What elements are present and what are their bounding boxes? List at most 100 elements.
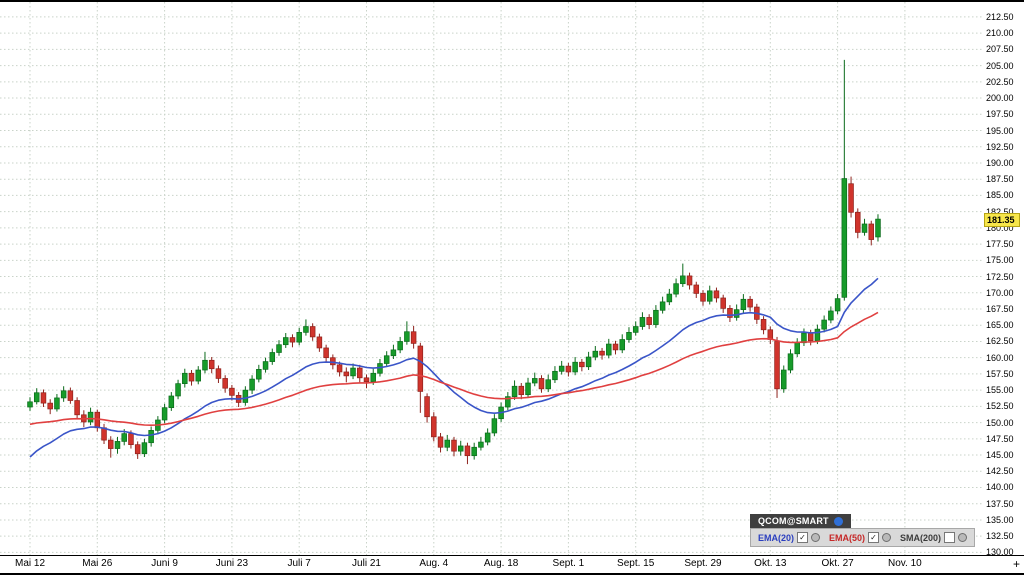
candle-body [491, 418, 498, 434]
indicator-checkbox[interactable]: ✓ [796, 532, 808, 543]
candle-body [713, 290, 720, 299]
candle-body [74, 400, 80, 416]
legend-title-bar[interactable]: QCOM@SMART [749, 514, 851, 528]
candle-body [350, 367, 356, 377]
price-chart-canvas[interactable] [0, 2, 983, 555]
indicator-options-icon[interactable] [881, 533, 891, 542]
legend-item-ema20[interactable]: EMA(20) ✓ [758, 532, 820, 543]
indicator-legend: QCOM@SMART EMA(20) ✓ EMA(50) ✓ SMA(200) [749, 514, 975, 547]
indicator-checkbox[interactable] [944, 532, 955, 543]
y-tick-label: 207.50 [986, 44, 1014, 55]
candle-body [417, 345, 424, 392]
y-tick-label: 152.50 [986, 401, 1014, 412]
candle-body [484, 432, 491, 443]
candle-body [256, 369, 262, 380]
candlesticks [27, 59, 881, 465]
candle-body [585, 356, 592, 368]
candle-body [781, 369, 787, 390]
y-tick-label: 157.50 [986, 368, 1014, 379]
candle-body [141, 442, 148, 455]
candle-body [861, 223, 868, 233]
candle-body [565, 365, 572, 373]
indicator-checkbox[interactable]: ✓ [867, 532, 879, 543]
x-tick-label: Okt. 27 [821, 558, 854, 569]
y-tick-label: 172.50 [986, 271, 1014, 282]
y-tick-label: 130.00 [986, 547, 1014, 558]
candle-body [303, 326, 309, 333]
symbol-label: QCOM@SMART [757, 516, 829, 526]
y-tick-label: 197.50 [986, 109, 1014, 120]
candle-body [101, 427, 107, 441]
candle-body [471, 446, 477, 457]
candle-body [686, 275, 693, 286]
time-axis[interactable]: + Mai 12 Mai 26 Juni 9 Juni 23 Juli 7 Juli 21… [0, 555, 1024, 573]
candle-body [262, 361, 269, 370]
candle-body [451, 439, 457, 452]
candle-body [397, 341, 403, 351]
x-tick-label: Sept. 29 [684, 558, 722, 569]
y-tick-label: 170.00 [986, 287, 1014, 298]
legend-items-row: EMA(20) ✓ EMA(50) ✓ SMA(200) [749, 528, 975, 547]
candle-body [727, 308, 733, 318]
candle-body [336, 364, 343, 373]
candle-body [208, 359, 215, 370]
y-tick-label: 137.50 [986, 498, 1014, 509]
y-tick-label: 155.00 [986, 385, 1014, 396]
legend-item-ema50[interactable]: EMA(50) ✓ [829, 532, 891, 543]
candle-body [357, 367, 363, 379]
candle-body [807, 332, 814, 342]
legend-item-sma200[interactable]: SMA(200) [900, 532, 967, 543]
candle-body [814, 328, 821, 342]
candle-body [706, 290, 713, 302]
y-tick-label: 147.50 [986, 433, 1014, 444]
last-price-badge: 181.35 [984, 213, 1020, 228]
chart-area: 130.00 132.50 135.00 137.50 140.00 142.50 145.… [0, 2, 1024, 558]
candle-body [276, 344, 282, 353]
x-tick-label: Juli 7 [287, 558, 311, 569]
candle-body [343, 371, 350, 377]
candle-body [659, 301, 666, 311]
candle-body [855, 211, 861, 233]
y-tick-label: 150.00 [986, 417, 1014, 428]
indicator-options-icon[interactable] [958, 533, 967, 542]
candle-body [27, 401, 33, 408]
candle-body [404, 331, 410, 342]
y-tick-label: 212.50 [986, 11, 1014, 22]
candle-body [868, 223, 874, 240]
candle-body [626, 332, 632, 340]
y-tick-label: 210.00 [986, 28, 1014, 39]
candle-body [505, 396, 511, 408]
candle-body [572, 361, 578, 373]
candle-body [114, 441, 121, 449]
candle-body [188, 372, 195, 382]
x-tick-label: Mai 26 [82, 558, 113, 569]
candle-body [821, 319, 827, 330]
candle-body [134, 444, 141, 455]
candle-body [646, 317, 652, 325]
price-axis[interactable]: 130.00 132.50 135.00 137.50 140.00 142.50 145.… [983, 2, 1024, 558]
indicator-label: SMA(200) [899, 532, 941, 543]
candle-body [309, 326, 316, 338]
x-tick-label: Sept. 1 [552, 558, 585, 569]
candle-body [108, 439, 114, 449]
y-tick-label: 180.00 [986, 222, 1014, 233]
y-tick-label: 132.50 [986, 531, 1014, 542]
candle-body [148, 430, 154, 444]
candle-body [370, 372, 376, 383]
y-tick-label: 177.50 [986, 239, 1014, 250]
indicator-options-icon[interactable] [810, 533, 820, 542]
candle-body [269, 352, 276, 362]
candle-body [579, 361, 585, 368]
y-tick-label: 167.50 [986, 304, 1014, 314]
candle-body [760, 319, 767, 331]
y-tick-label: 165.00 [986, 320, 1014, 331]
candle-body [121, 433, 127, 442]
candle-body [525, 382, 531, 396]
y-tick-label: 160.00 [986, 352, 1014, 363]
x-tick-label: Juni 23 [215, 558, 249, 569]
candle-body [424, 396, 430, 418]
y-tick-label: 195.00 [986, 125, 1014, 136]
candle-body [774, 341, 780, 390]
candle-body [740, 298, 747, 311]
axis-plus-icon[interactable]: + [1012, 557, 1020, 571]
